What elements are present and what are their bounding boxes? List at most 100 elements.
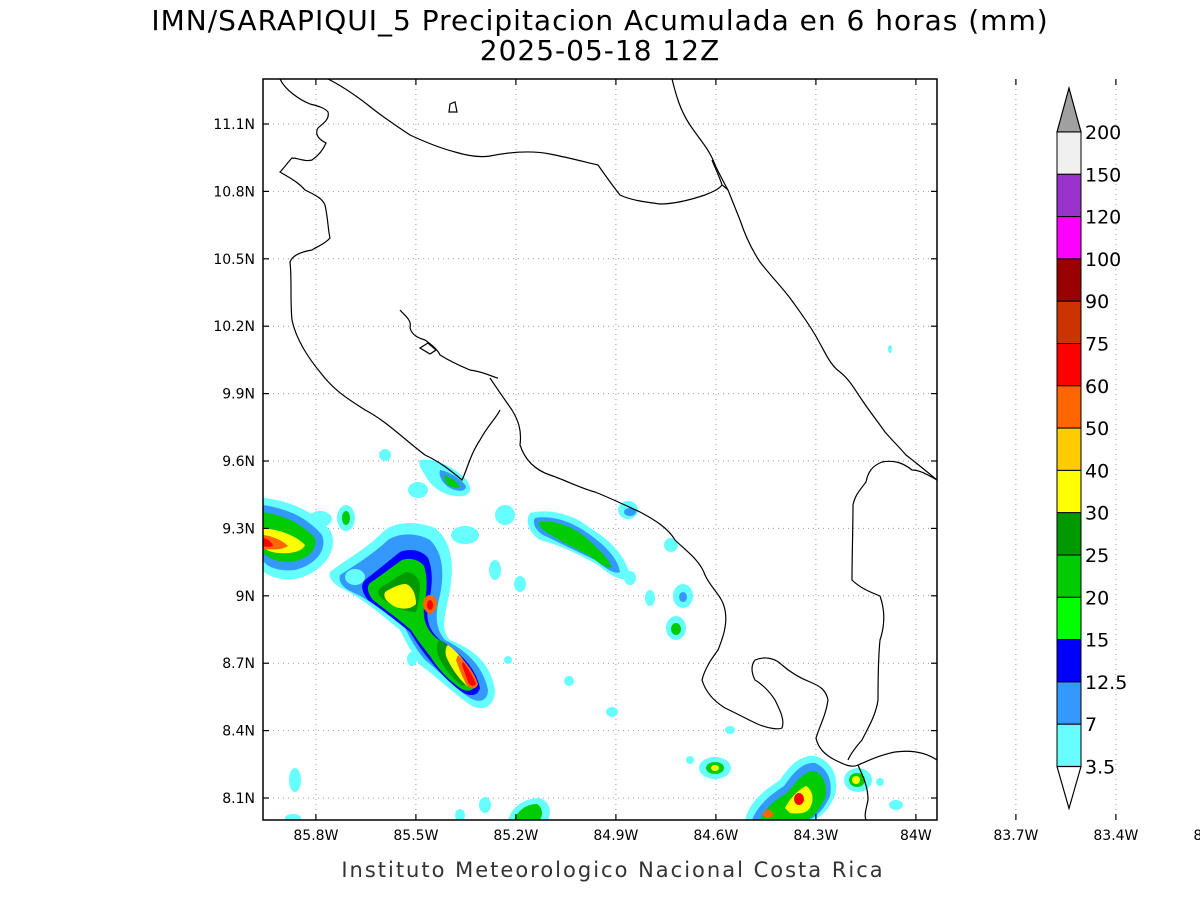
precip-area-cyan	[664, 538, 678, 552]
lake-nicaragua-shore	[327, 79, 723, 205]
lat-tick-label: 9.9N	[222, 387, 255, 403]
colorbar-level-label: 90	[1085, 291, 1109, 313]
nicaragua-pacific-coast	[279, 79, 501, 481]
lake-island	[448, 101, 458, 113]
precip-area-cyan	[345, 569, 365, 585]
coastlines-and-borders	[279, 79, 937, 820]
map-title: IMN/SARAPIQUI_5 Precipitacion Acumulada …	[151, 4, 1048, 37]
lon-tick-label: 84.3W	[793, 828, 838, 844]
precip-area-red	[427, 600, 433, 610]
colorbar-swatch	[1056, 343, 1082, 387]
lon-tick-label: 85.2W	[493, 828, 538, 844]
precip-area-cyan	[606, 707, 618, 717]
lon-tick-label: 83.7W	[993, 828, 1038, 844]
colorbar-swatch	[1056, 300, 1082, 345]
precip-area-lightblue	[679, 592, 687, 602]
lon-tick-label: 85.5W	[393, 828, 438, 844]
precip-area-cyan	[285, 814, 301, 820]
colorbar-level-label: 12.5	[1085, 672, 1127, 694]
precip-area-cyan	[504, 656, 512, 664]
map-background	[263, 79, 937, 820]
map-plot-area: 11.1N 10.8N 10.5N 10.2N 9.9N 9.6N 9.3N 9N 8.7N 8.…	[213, 78, 1200, 844]
colorbar-swatch	[1056, 173, 1082, 218]
lat-tick-label: 9.3N	[222, 521, 255, 537]
colorbar-level-label: 3.5	[1085, 757, 1115, 779]
colorbar-swatch	[1056, 131, 1082, 175]
colorbar-swatch	[1056, 258, 1082, 302]
colorbar-swatch	[1056, 427, 1082, 471]
colorbar-level-label: 150	[1085, 164, 1121, 186]
colorbar-swatch	[1056, 681, 1082, 725]
precip-area-yellow	[852, 776, 860, 784]
precip-area-cyan	[289, 768, 301, 792]
colorbar-level-label: 120	[1085, 207, 1121, 229]
colorbar-level-label: 75	[1085, 334, 1109, 356]
lat-tick-label: 10.8N	[213, 184, 255, 200]
lon-tick-label: 83.1W	[1193, 828, 1200, 844]
colorbar-swatch	[1056, 512, 1082, 556]
lat-tick-label: 10.2N	[213, 319, 255, 335]
lon-tick-label: 84.6W	[693, 828, 738, 844]
precip-area-orange	[763, 810, 773, 818]
caribbean-coast	[671, 79, 937, 481]
nicoya-gulf-coast	[399, 309, 499, 379]
precip-area-green	[671, 623, 681, 635]
precipitation-field	[263, 345, 903, 820]
precip-area-cyan	[888, 345, 892, 353]
precip-area-cyan	[408, 482, 428, 498]
precip-area-cyan	[379, 449, 391, 461]
footer-credit: Instituto Meteorologico Nacional Costa R…	[341, 858, 884, 882]
precip-area-lightblue	[624, 508, 636, 516]
lat-tick-label: 9N	[236, 589, 255, 605]
lat-tick-label: 8.4N	[222, 724, 255, 740]
colorbar-swatch	[1056, 596, 1082, 641]
colorbar-level-label: 25	[1085, 545, 1109, 567]
lon-tick-label: 85.8W	[293, 828, 338, 844]
colorbar-swatch	[1056, 639, 1082, 683]
precip-area-cyan	[725, 726, 735, 734]
precip-area-cyan	[455, 809, 465, 820]
colorbar-swatch	[1056, 216, 1082, 260]
colorbar-level-label: 200	[1085, 122, 1121, 144]
colorbar-swatch	[1056, 723, 1082, 768]
lon-tick-label: 83.4W	[1093, 828, 1138, 844]
precip-area-green	[444, 475, 460, 488]
map-frame	[262, 78, 938, 821]
precip-area-cyan	[645, 590, 655, 606]
colorbar-swatch	[1056, 385, 1082, 429]
central-pacific-coast	[489, 377, 859, 767]
precip-area-cyan	[564, 676, 574, 686]
panama-border	[857, 764, 869, 820]
lat-tick-label: 9.6N	[222, 454, 255, 470]
precip-area-cyan	[479, 797, 491, 813]
lat-tick-label: 8.7N	[222, 656, 255, 672]
precip-area-red	[462, 662, 476, 686]
colorbar-level-label: 40	[1085, 460, 1109, 482]
precip-area-cyan	[686, 756, 694, 764]
colorbar-under-arrow	[1056, 765, 1082, 811]
precip-area-cyan	[489, 560, 501, 580]
precipitation-colorbar: 200 150 120 100 90 75 60 50 40 30 25 20 15 12.5 7 3.5	[1056, 85, 1127, 811]
precip-area-cyan	[308, 511, 332, 527]
precip-area-cyan	[624, 571, 636, 585]
colorbar-level-label: 50	[1085, 418, 1109, 440]
map-gridlines	[263, 79, 1117, 820]
precip-area-green	[342, 511, 350, 525]
precip-area-cyan	[495, 505, 515, 525]
colorbar-level-label: 30	[1085, 503, 1109, 525]
precip-area-red	[794, 793, 804, 805]
precip-area-cyan	[876, 778, 884, 786]
colorbar-over-arrow	[1056, 85, 1082, 133]
lat-tick-label: 10.5N	[213, 252, 255, 268]
precip-area-cyan	[889, 800, 903, 810]
map-subtitle-datetime: 2025-05-18 12Z	[480, 34, 720, 67]
colorbar-level-label: 20	[1085, 587, 1109, 609]
precip-area-yellow	[711, 765, 719, 771]
colorbar-level-label: 15	[1085, 630, 1109, 652]
precip-area-cyan	[407, 652, 417, 666]
precip-area-red	[263, 538, 273, 547]
precip-area-yellow	[384, 584, 416, 609]
lon-tick-label: 84W	[900, 828, 932, 844]
colorbar-level-label: 100	[1085, 249, 1121, 271]
